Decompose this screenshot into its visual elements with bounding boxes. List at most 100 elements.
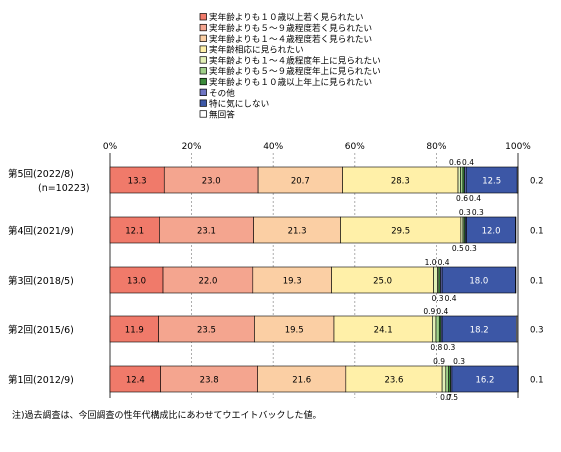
bar-segment-r1-s2 (163, 166, 259, 194)
data-label-r1-s2: 23.0 (202, 177, 221, 187)
right-label-4: 0.3 (530, 326, 544, 336)
data-label-r4-s2: 23.5 (197, 326, 216, 336)
bar-segment-r5-s6 (445, 365, 449, 393)
bar-segment-r4-s6 (435, 315, 440, 343)
small-label-r4-2: 0.8 (430, 343, 442, 352)
small-label-r2-3: 0.3 (465, 244, 477, 253)
right-label-5: 0.1 (530, 376, 544, 386)
data-label-r5-s4: 23.6 (384, 376, 403, 386)
bar-segment-r1-s1 (109, 166, 165, 194)
small-label-r5-4: 0.3 (453, 357, 465, 366)
bar-segment-r4-s5 (432, 315, 437, 343)
bar-segment-r3-s2 (162, 266, 254, 294)
legend-label-2: 実年齢よりも５～９歳程度若く見られたい (209, 22, 372, 34)
data-label-r5-s2: 23.8 (200, 376, 219, 386)
right-label-1: 0.2 (530, 177, 544, 187)
category-labels: 第5回(2022/8) (n=10223) 第4回(2021/9) 第3回(2018/… (8, 168, 90, 386)
bar-segment-r4-s2 (158, 315, 255, 343)
data-label-r3-s3: 19.3 (283, 277, 302, 287)
legend-label-9: 特に気にしない (209, 98, 269, 110)
small-label-r3-4: 0.4 (445, 294, 457, 303)
legend-label-1: 実年齢よりも１０歳以上若く見られたい (209, 11, 364, 23)
bar-segment-r3-s9 (441, 266, 516, 294)
x-tick-label-0: 0% (103, 142, 118, 152)
legend-label-3: 実年齢よりも１～４歳程度若く見られたい (209, 33, 372, 45)
category-label-5: 第1回(2012/9) (8, 374, 74, 386)
data-label-r4-s9: 18.2 (470, 326, 489, 336)
legend-swatch-2 (199, 23, 207, 32)
bar-segment-r4-s10 (516, 315, 518, 343)
data-label-r2-s2: 23.1 (197, 227, 216, 237)
category-sublabel-1: (n=10223) (38, 183, 90, 194)
bar-segment-r5-s5 (441, 365, 447, 393)
bar-segment-r5-s4 (345, 365, 443, 393)
right-label-3: 0.1 (530, 277, 544, 287)
bar-segment-r3-s5 (433, 266, 438, 294)
bar-segment-r5-s9 (451, 365, 519, 393)
legend-swatch-4 (199, 45, 207, 53)
small-label-r4-4: 0.3 (443, 343, 455, 352)
bar-segment-r2-s4 (340, 216, 462, 244)
data-label-r2-s9: 12.0 (482, 227, 501, 237)
data-label-r2-s3: 21.3 (288, 227, 307, 237)
small-label-r2-4: 0.3 (472, 208, 484, 217)
data-label-r3-s9: 18.0 (469, 277, 488, 287)
legend-label-5: 実年齢よりも１～４歳程度年上に見られたい (209, 54, 381, 66)
bars: 13.3 23.0 20.7 28.3 12.5 12.1 23.1 21.3 29.5 12.0… (109, 166, 519, 393)
data-label-r5-s1: 12.4 (126, 376, 145, 386)
bar-segment-r1-s5 (457, 166, 461, 194)
legend-label-7: 実年齢よりも１０歳以上年上に見られたい (209, 76, 372, 88)
data-label-r5-s3: 21.6 (292, 376, 311, 386)
small-label-r5-1: 0.9 (433, 357, 445, 366)
category-label-3: 第3回(2018/5) (8, 275, 74, 287)
x-tick-label-5: 100% (505, 142, 531, 152)
bar-segment-r2-s5 (460, 216, 464, 244)
small-label-r3-3: 0.4 (438, 258, 450, 267)
bar-segment-r2-s1 (109, 216, 160, 244)
legend-label-4: 実年齢相応に見られたい (209, 44, 304, 56)
right-label-2: 0.1 (530, 227, 544, 237)
bar-segment-r2-s2 (159, 216, 254, 244)
small-label-r2-2: 0.3 (459, 208, 471, 217)
bar-segment-r1-s6 (460, 166, 464, 194)
small-label-r2-1: 0.5 (452, 244, 464, 253)
data-label-r4-s4: 24.1 (374, 326, 393, 336)
legend-swatch-8 (199, 88, 207, 96)
data-label-r1-s4: 28.3 (391, 177, 410, 187)
data-label-r2-s4: 29.5 (391, 227, 410, 237)
legend-label-6: 実年齢よりも５～９歳程度年上に見られたい (209, 65, 381, 77)
bar-segment-r5-s2 (160, 365, 258, 393)
x-axis-ticks: 0% 20% 40% 60% 80% 100% (103, 142, 531, 152)
small-label-r1-2: 0.6 (456, 194, 468, 203)
small-label-r3-2: 0.3 (432, 294, 444, 303)
data-label-r1-s3: 20.7 (291, 177, 310, 187)
small-label-r5-3: 0.5 (446, 393, 458, 402)
small-label-r1-3: 0.4 (462, 158, 474, 167)
legend-swatch-10 (199, 110, 207, 118)
legend-swatch-1 (199, 13, 207, 21)
data-label-r1-s1: 13.3 (128, 177, 147, 187)
category-label-4: 第2回(2015/6) (8, 324, 74, 336)
small-label-r1-4: 0.4 (469, 194, 481, 203)
bar-segment-r2-s3 (253, 216, 341, 244)
data-label-r3-s4: 25.0 (373, 277, 392, 287)
x-tick-label-4: 80% (426, 142, 446, 152)
legend-swatch-6 (199, 67, 207, 75)
data-label-r4-s1: 11.9 (125, 326, 144, 336)
bar-segment-r5-s3 (257, 365, 347, 393)
category-label-1: 第5回(2022/8) (8, 168, 74, 180)
small-label-r4-1: 0.9 (423, 307, 435, 316)
note: 注)過去調査は、今回調査の性年代構成比にあわせてウエイトバックした値。 (12, 409, 322, 421)
data-label-r5-s9: 16.2 (475, 376, 494, 386)
small-label-r5-2: 0.7 (440, 393, 452, 402)
x-tick-label-3: 60% (345, 142, 365, 152)
legend-label-10: 無回答 (209, 108, 235, 120)
data-label-r3-s2: 22.0 (198, 277, 217, 287)
data-label-r2-s1: 12.1 (125, 227, 144, 237)
bar-segment-r2-s9 (466, 216, 516, 244)
legend-swatch-7 (199, 77, 207, 86)
x-tick-label-2: 40% (263, 142, 283, 152)
legend-swatch-9 (199, 99, 207, 107)
legend-swatch-3 (199, 34, 207, 42)
